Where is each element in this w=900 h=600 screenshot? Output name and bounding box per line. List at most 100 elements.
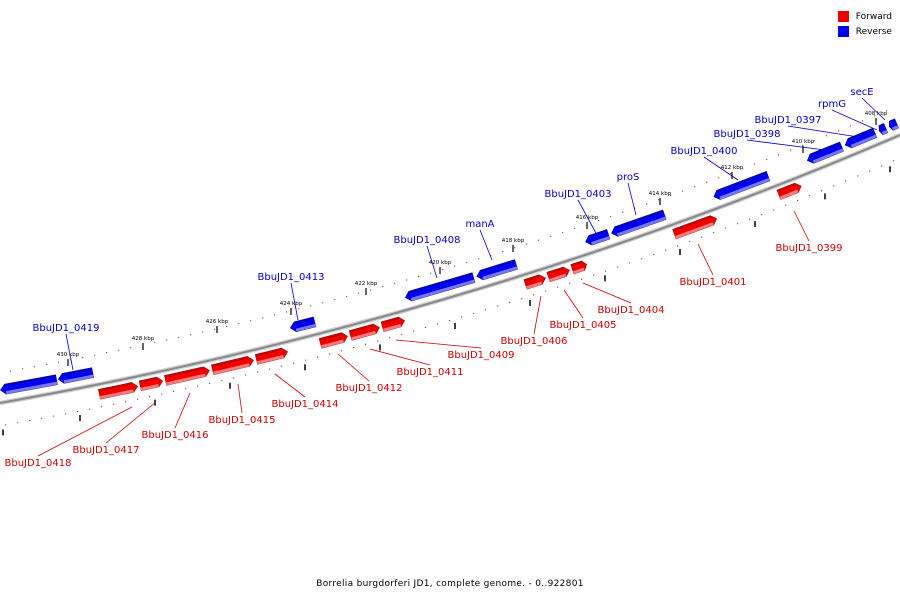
gene-label-rpmg[interactable]: rpmG — [818, 99, 846, 110]
gene-arrow-edge — [164, 366, 204, 378]
gene-arrow-shade — [850, 134, 877, 148]
gene-arrow-shade — [295, 323, 316, 332]
backbone-line — [0, 134, 900, 404]
leader-line-bbujd1-0412 — [337, 353, 370, 382]
gene-block-bbujd1-0417[interactable] — [138, 376, 164, 392]
gene-arrow-edge — [570, 260, 583, 267]
leader-line-bbujd1-0397 — [787, 125, 859, 138]
gene-arrow-edge — [847, 128, 874, 141]
gene-arrow-shade — [320, 339, 344, 349]
ruler-tick-label: 416 kbp — [576, 215, 599, 221]
gene-block-rpmg[interactable] — [877, 123, 889, 136]
gene-arrow-shade — [616, 216, 667, 237]
gene-arrow-edge — [381, 317, 399, 324]
gene-arrow-edge — [211, 356, 248, 367]
gene-block-pros[interactable] — [610, 209, 667, 238]
gene-block-bbujd1-0404[interactable] — [570, 260, 588, 275]
gene-label-bbujd1-0411[interactable]: BbuJD1_0411 — [396, 367, 463, 378]
gene-label-bbujd1-0416[interactable]: BbuJD1_0416 — [141, 430, 208, 441]
gene-arrow-edge — [4, 374, 56, 387]
gene-block-bbujd1-0399[interactable] — [776, 181, 803, 200]
gene-arrow-edge — [255, 348, 282, 357]
leader-line-bbujd1-0401 — [697, 243, 714, 276]
gene-block-bbujd1-0401[interactable] — [672, 214, 719, 240]
gene-block-bbujd1-0419[interactable] — [57, 367, 94, 385]
gene-label-bbujd1-0398[interactable]: BbuJD1_0398 — [713, 129, 780, 140]
gene-arrow — [0, 374, 58, 395]
gene-label-bbujd1-0419[interactable]: BbuJD1_0419 — [32, 323, 99, 334]
leader-line-bbujd1-0405 — [563, 289, 584, 319]
gene-block-bbujd1-0418[interactable] — [98, 381, 139, 400]
gene-arrow-edge — [293, 317, 314, 324]
gene-block-bbujd1-0406[interactable] — [523, 273, 547, 290]
gene-label-bbujd1-0413[interactable]: BbuJD1_0413 — [257, 272, 324, 283]
gene-block-bbujd1-0413[interactable] — [289, 316, 317, 333]
gene-label-bbujd1-0415[interactable]: BbuJD1_0415 — [208, 415, 275, 426]
gene-label-bbujd1-0412[interactable]: BbuJD1_0412 — [335, 383, 402, 394]
ruler-tick-label: 428 kbp — [132, 336, 155, 342]
gene-block-sece[interactable] — [887, 118, 900, 131]
gene-arrow-shade — [213, 363, 250, 375]
gene-label-bbujd1-0409[interactable]: BbuJD1_0409 — [447, 350, 514, 361]
gene-label-bbujd1-0408[interactable]: BbuJD1_0408 — [393, 235, 460, 246]
genome-caption: Borrelia burgdorferi JD1, complete genom… — [316, 579, 584, 589]
legend-forward: Forward — [837, 9, 892, 24]
gene-arrow-edge — [672, 215, 711, 232]
gene-arrow-shade — [779, 189, 799, 200]
gene-label-bbujd1-0399[interactable]: BbuJD1_0399 — [775, 243, 842, 254]
gene-label-bbujd1-0403[interactable]: BbuJD1_0403 — [544, 189, 611, 200]
gene-arrow-shade — [63, 374, 94, 384]
gene-arrow-edge — [139, 377, 158, 383]
gene-arrow-edge — [349, 324, 374, 333]
gene-label-bbujd1-0400[interactable]: BbuJD1_0400 — [670, 146, 737, 157]
gene-arrow-edge — [408, 272, 473, 294]
gene-block-bbujd1-0419-left[interactable] — [0, 374, 58, 395]
gene-block-bbujd1-0408[interactable] — [404, 272, 476, 303]
gene-arrow-shade — [99, 389, 134, 400]
leader-line-mana — [479, 229, 493, 261]
gene-block-bbujd1-0412[interactable] — [318, 331, 349, 349]
gene-arrow-edge — [319, 332, 342, 341]
legend-reverse: Reverse — [837, 24, 892, 39]
gene-label-bbujd1-0406[interactable]: BbuJD1_0406 — [500, 336, 567, 347]
gene-block-bbujd1-0414[interactable] — [254, 347, 288, 365]
leader-line-bbujd1-0417 — [105, 401, 157, 444]
gene-label-bbujd1-0401[interactable]: BbuJD1_0401 — [679, 277, 746, 288]
ruler-tick-label: 430 kbp — [57, 352, 80, 358]
gene-label-sece[interactable]: secE — [850, 87, 873, 98]
gene-label-bbujd1-0405[interactable]: BbuJD1_0405 — [549, 320, 616, 331]
gene-block-bbujd1-0400[interactable] — [712, 171, 771, 201]
gene-arrow-shade — [591, 236, 610, 246]
gene-label-pros[interactable]: proS — [617, 172, 640, 183]
gene-block-bbujd1-0409[interactable] — [380, 316, 406, 332]
gene-arrow-edge — [480, 259, 516, 273]
gene-block-bbujd1-0416[interactable] — [164, 366, 210, 386]
leader-line-bbujd1-0400 — [703, 156, 739, 181]
forward-swatch — [837, 11, 849, 22]
gene-arrow-shade — [5, 381, 58, 395]
leader-line-bbujd1-0398 — [746, 139, 826, 151]
gene-label-bbujd1-0404[interactable]: BbuJD1_0404 — [597, 305, 664, 316]
gene-arrow-edge — [546, 267, 564, 275]
gene-arrow-edge — [889, 118, 896, 124]
leader-line-bbujd1-0419 — [65, 333, 74, 371]
gene-label-bbujd1-0397[interactable]: BbuJD1_0397 — [754, 115, 821, 126]
gene-label-bbujd1-0418[interactable]: BbuJD1_0418 — [4, 458, 71, 469]
position-ruler: 408 kbp 410 kbp 412 kbp 414 kbp 416 kbp 418 k… — [2, 110, 895, 436]
ruler-tick-label: 422 kbp — [355, 281, 378, 287]
gene-label-bbujd1-0417[interactable]: BbuJD1_0417 — [72, 445, 139, 456]
gene-block-bbujd1-0411[interactable] — [348, 323, 381, 341]
gene-block-bbujd1-0403[interactable] — [584, 229, 611, 246]
reverse-swatch — [837, 26, 849, 37]
gene-block-mana[interactable] — [475, 259, 518, 282]
leader-line-bbujd1-0404 — [582, 282, 632, 304]
gene-label-bbujd1-0414[interactable]: BbuJD1_0414 — [271, 399, 338, 410]
leader-line-bbujd1-0408 — [426, 245, 438, 279]
gene-label-mana[interactable]: manA — [465, 219, 494, 230]
gene-block-bbujd1-0398[interactable] — [805, 141, 844, 165]
leader-line-bbujd1-0409 — [395, 339, 482, 349]
gene-block-bbujd1-0397[interactable] — [843, 127, 878, 150]
gene-block-bbujd1-0415[interactable] — [211, 355, 254, 376]
leader-line-bbujd1-0416 — [174, 392, 191, 429]
gene-block-bbujd1-0405[interactable] — [546, 265, 571, 283]
